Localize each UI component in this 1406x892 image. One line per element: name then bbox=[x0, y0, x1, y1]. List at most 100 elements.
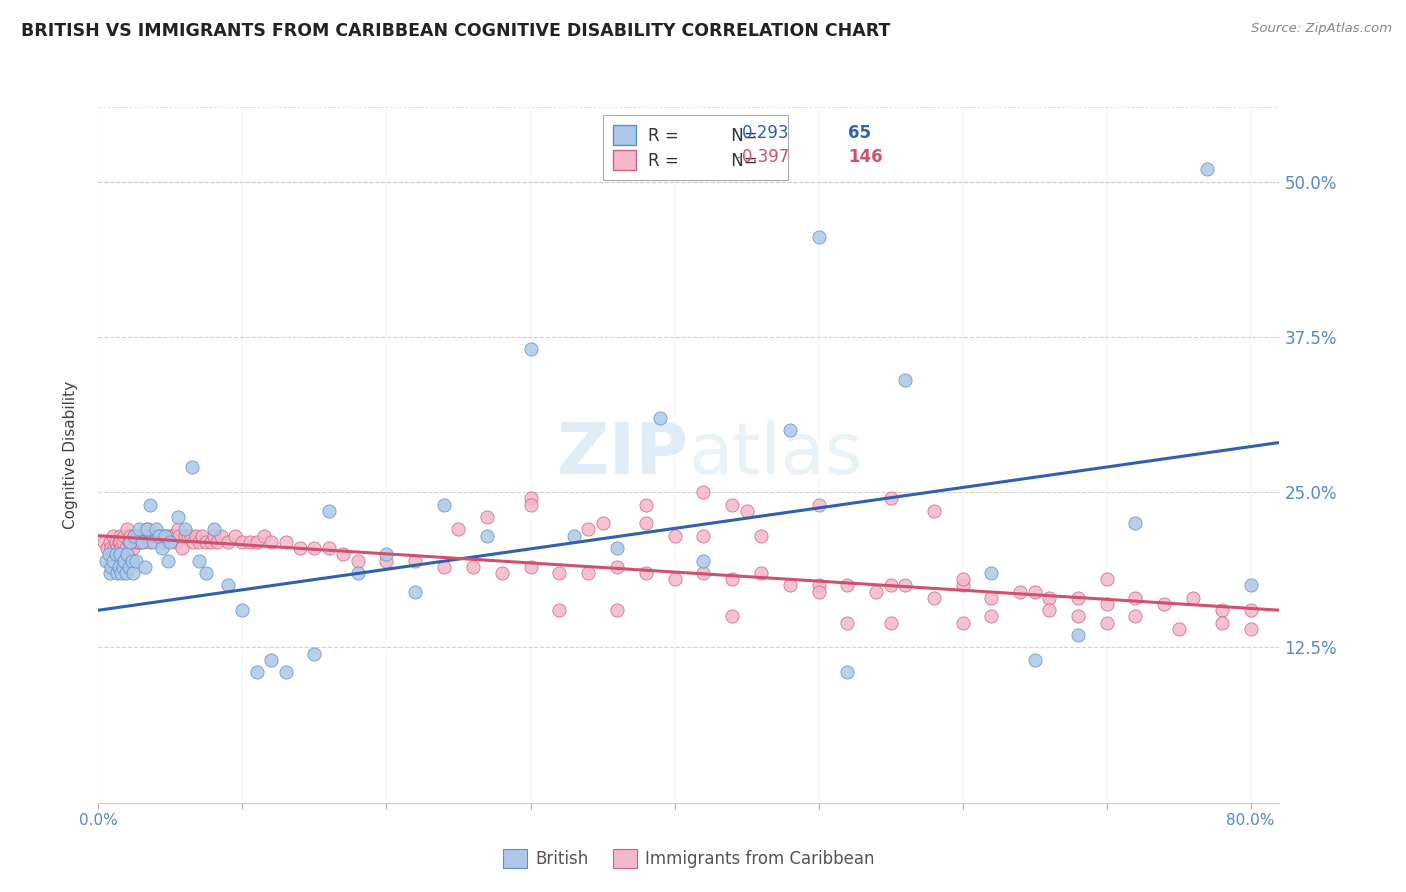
Point bbox=[260, 653, 283, 667]
Point bbox=[922, 504, 945, 518]
Point bbox=[1038, 603, 1060, 617]
Point bbox=[721, 498, 744, 512]
Point bbox=[111, 559, 134, 574]
Point bbox=[104, 547, 127, 561]
Point bbox=[922, 591, 945, 605]
Point bbox=[94, 553, 117, 567]
Point bbox=[253, 529, 276, 543]
Point bbox=[1095, 597, 1118, 611]
Text: ZIP: ZIP bbox=[557, 420, 689, 490]
Point bbox=[195, 535, 218, 549]
Text: 65: 65 bbox=[848, 124, 872, 142]
Point bbox=[159, 535, 181, 549]
Point bbox=[156, 553, 179, 567]
Point bbox=[477, 529, 499, 543]
Point bbox=[318, 504, 340, 518]
Point bbox=[346, 566, 368, 580]
Point bbox=[1067, 628, 1090, 642]
Point bbox=[146, 529, 169, 543]
Point bbox=[548, 566, 571, 580]
Point bbox=[894, 578, 917, 592]
Point bbox=[155, 529, 177, 543]
Point bbox=[980, 591, 1002, 605]
Point bbox=[304, 541, 326, 555]
Point bbox=[1153, 597, 1175, 611]
Point bbox=[606, 603, 628, 617]
Point bbox=[664, 529, 686, 543]
Point bbox=[375, 547, 398, 561]
Point bbox=[141, 529, 163, 543]
Point bbox=[952, 572, 974, 586]
Point bbox=[152, 535, 174, 549]
Point bbox=[519, 491, 541, 506]
Point bbox=[1067, 609, 1090, 624]
Point bbox=[217, 578, 239, 592]
Point bbox=[142, 529, 165, 543]
Point bbox=[115, 547, 138, 561]
Point bbox=[191, 529, 214, 543]
Point bbox=[692, 566, 714, 580]
Point bbox=[105, 541, 128, 555]
Point bbox=[1240, 603, 1263, 617]
Point bbox=[120, 529, 142, 543]
Point bbox=[93, 535, 115, 549]
Point bbox=[173, 529, 195, 543]
Point bbox=[205, 535, 228, 549]
Point bbox=[1095, 615, 1118, 630]
Point bbox=[606, 541, 628, 555]
Point bbox=[100, 559, 122, 574]
Point bbox=[634, 566, 657, 580]
Point bbox=[166, 510, 188, 524]
Point bbox=[166, 523, 188, 537]
Point bbox=[131, 529, 153, 543]
Point bbox=[519, 343, 541, 357]
Point bbox=[433, 498, 456, 512]
Point bbox=[135, 529, 157, 543]
Point bbox=[128, 523, 150, 537]
Point bbox=[97, 547, 120, 561]
Point bbox=[779, 578, 801, 592]
Point bbox=[124, 529, 146, 543]
Point bbox=[159, 529, 181, 543]
Point bbox=[1024, 653, 1046, 667]
Point bbox=[274, 665, 297, 680]
Point bbox=[170, 541, 193, 555]
Point bbox=[153, 529, 176, 543]
Point bbox=[136, 523, 159, 537]
Point bbox=[148, 529, 170, 543]
Point bbox=[1211, 615, 1233, 630]
Point bbox=[110, 541, 132, 555]
Point bbox=[131, 535, 153, 549]
Point bbox=[260, 535, 283, 549]
Point bbox=[807, 584, 830, 599]
Point bbox=[318, 541, 340, 555]
Point bbox=[104, 535, 127, 549]
Point bbox=[209, 529, 232, 543]
Point bbox=[664, 572, 686, 586]
Point bbox=[107, 559, 129, 574]
Point bbox=[980, 609, 1002, 624]
Point bbox=[634, 498, 657, 512]
Text: 146: 146 bbox=[848, 148, 883, 166]
Point bbox=[142, 535, 165, 549]
Point bbox=[1240, 622, 1263, 636]
Point bbox=[346, 553, 368, 567]
Point bbox=[108, 547, 131, 561]
Point bbox=[188, 535, 211, 549]
Point bbox=[231, 535, 253, 549]
Point bbox=[101, 553, 124, 567]
Point bbox=[721, 609, 744, 624]
Point bbox=[952, 615, 974, 630]
Point bbox=[108, 535, 131, 549]
Point bbox=[202, 529, 225, 543]
Point bbox=[1010, 584, 1032, 599]
Point bbox=[200, 535, 222, 549]
Point bbox=[491, 566, 513, 580]
Point bbox=[115, 523, 138, 537]
Point bbox=[132, 535, 155, 549]
Point bbox=[112, 553, 135, 567]
Text: atlas: atlas bbox=[689, 420, 863, 490]
Point bbox=[692, 529, 714, 543]
Y-axis label: Cognitive Disability: Cognitive Disability bbox=[63, 381, 77, 529]
Point bbox=[692, 553, 714, 567]
